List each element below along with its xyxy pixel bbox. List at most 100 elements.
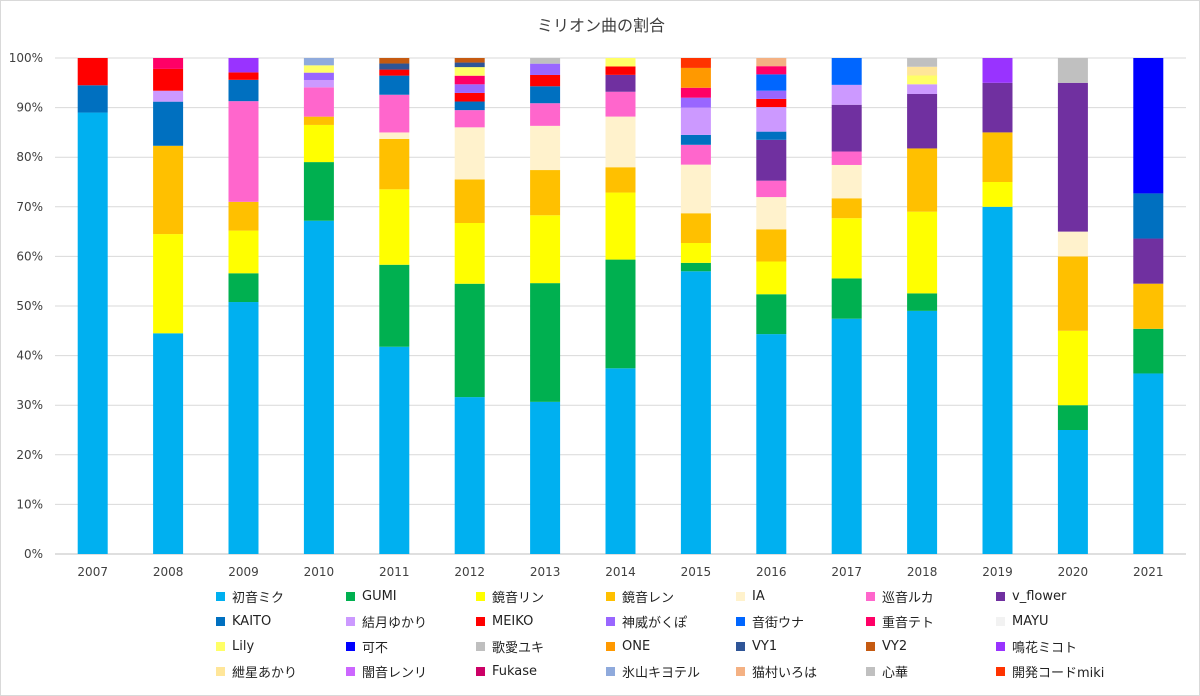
bar-segment-2011-3: [379, 138, 410, 190]
x-tick-label: 2021: [1133, 565, 1164, 579]
bar-segment-2013-4: [530, 125, 561, 171]
legend-swatch: [996, 617, 1005, 626]
bar-segment-2018-6: [907, 93, 938, 149]
x-tick-label: 2017: [831, 565, 862, 579]
bar-segment-2014-5: [605, 91, 636, 117]
bar-segment-2017-3: [831, 198, 862, 219]
chart-title: ミリオン曲の割合: [537, 16, 665, 35]
legend-item: Lily: [216, 637, 346, 656]
bar-segment-2020-3: [1057, 256, 1088, 331]
bar-segment-2009-3: [228, 201, 259, 231]
legend-swatch: [346, 592, 355, 601]
bar-segment-2012-3: [454, 179, 485, 223]
legend-swatch: [606, 617, 615, 626]
bar-segment-2012-4: [454, 127, 485, 180]
bar-segment-2018-2: [907, 211, 938, 294]
bar-segment-2008-7: [153, 101, 184, 146]
bar-segment-2013-9: [530, 74, 561, 87]
legend-swatch: [866, 667, 875, 676]
legend: 初音ミク GUMI 鏡音リン 鏡音レン IA 巡音ルカ v_flower KAITO 結月ゆかり…: [216, 587, 1200, 681]
bar-segment-2017-6: [831, 104, 862, 152]
legend-item: 巡音ルカ: [866, 587, 996, 606]
bar-segment-2009-20: [228, 58, 259, 73]
bar-segment-2017-0: [831, 318, 862, 554]
bar-segment-2016-6: [756, 139, 787, 181]
legend-item: 歌愛ユキ: [476, 637, 606, 656]
bar-segment-2012-9: [454, 92, 485, 102]
bar-segment-2010-3: [303, 116, 334, 125]
legend-swatch: [476, 667, 485, 676]
legend-label: 音街ウナ: [752, 616, 805, 631]
legend-swatch: [606, 642, 615, 651]
y-tick-label: 10%: [16, 497, 43, 511]
y-tick-label: 0%: [24, 547, 43, 561]
legend-item: ONE: [606, 637, 736, 656]
x-tick-label: 2007: [77, 565, 108, 579]
legend-item: 可不: [346, 637, 476, 656]
legend-swatch: [216, 642, 225, 651]
legend-label: 初音ミク: [232, 591, 285, 606]
bar-segment-2020-0: [1057, 430, 1088, 554]
bar-segment-2014-14: [605, 58, 636, 67]
legend-item: 猫村いろは: [736, 662, 866, 681]
x-tick-label: 2014: [605, 565, 636, 579]
legend-item: 音街ウナ: [736, 612, 866, 631]
bar-segment-2016-2: [756, 261, 787, 295]
bar-segment-2008-8: [153, 90, 184, 102]
bar-layer: [77, 58, 1164, 555]
bar-segment-2016-12: [756, 66, 787, 75]
bar-segment-2011-5: [379, 94, 410, 133]
legend-swatch: [216, 592, 225, 601]
bar-segment-2017-2: [831, 218, 862, 279]
legend-swatch: [866, 617, 875, 626]
chart-plot: ミリオン曲の割合 0% 10% 20% 30% 40% 50% 60% 70% 80% 90% 10…: [9, 16, 1186, 579]
bar-segment-2019-3: [982, 132, 1013, 182]
bar-segment-2011-9: [379, 69, 410, 76]
bar-segment-2009-9: [228, 72, 259, 80]
bar-segment-2018-14: [907, 75, 938, 85]
legend-label: GUMI: [362, 589, 397, 604]
bar-segment-2021-6: [1133, 238, 1164, 284]
bar-segment-2018-8: [907, 84, 938, 94]
bar-segment-2013-7: [530, 86, 561, 104]
bar-segment-2012-12: [454, 75, 485, 85]
bar-segment-2021-7: [1133, 193, 1164, 239]
bar-segment-2019-20: [982, 58, 1013, 83]
legend-label: IA: [752, 589, 765, 604]
bar-segment-2013-10: [530, 63, 561, 75]
bar-segment-2013-2: [530, 215, 561, 284]
bar-segment-2014-3: [605, 167, 636, 193]
legend-label: MEIKO: [492, 614, 534, 629]
bar-segment-2014-9: [605, 66, 636, 75]
legend-item: 氷山キヨテル: [606, 662, 736, 681]
bar-segment-2018-26: [907, 58, 938, 67]
legend-item: Fukase: [476, 662, 606, 681]
bar-segment-2016-0: [756, 334, 787, 554]
bar-segment-2011-19: [379, 58, 410, 64]
legend-swatch: [346, 667, 355, 676]
x-tick-label: 2015: [681, 565, 712, 579]
y-tick-label: 40%: [16, 349, 43, 363]
bar-segment-2015-4: [680, 164, 711, 214]
y-tick-label: 90%: [16, 101, 43, 115]
bar-segment-2010-8: [303, 79, 334, 88]
x-tick-label: 2016: [756, 565, 787, 579]
bar-segment-2019-0: [982, 206, 1013, 555]
bar-segment-2017-11: [831, 58, 862, 85]
bar-segment-2008-0: [153, 333, 184, 554]
bar-segment-2019-6: [982, 82, 1013, 133]
legend-swatch: [736, 667, 745, 676]
legend-item: MAYU: [996, 612, 1126, 631]
bar-segment-2012-10: [454, 84, 485, 93]
legend-item: IA: [736, 587, 866, 606]
legend-item: 開発コードmiki: [996, 662, 1126, 681]
x-tick-label: 2009: [228, 565, 259, 579]
bar-segment-2015-5: [680, 144, 711, 165]
bar-segment-2012-14: [454, 67, 485, 76]
bar-segment-2015-1: [680, 262, 711, 272]
bar-segment-2011-2: [379, 189, 410, 265]
bar-segment-2011-0: [379, 346, 410, 554]
legend-label: 紲星あかり: [232, 666, 298, 681]
bar-segment-2016-1: [756, 294, 787, 335]
legend-swatch: [346, 617, 355, 626]
